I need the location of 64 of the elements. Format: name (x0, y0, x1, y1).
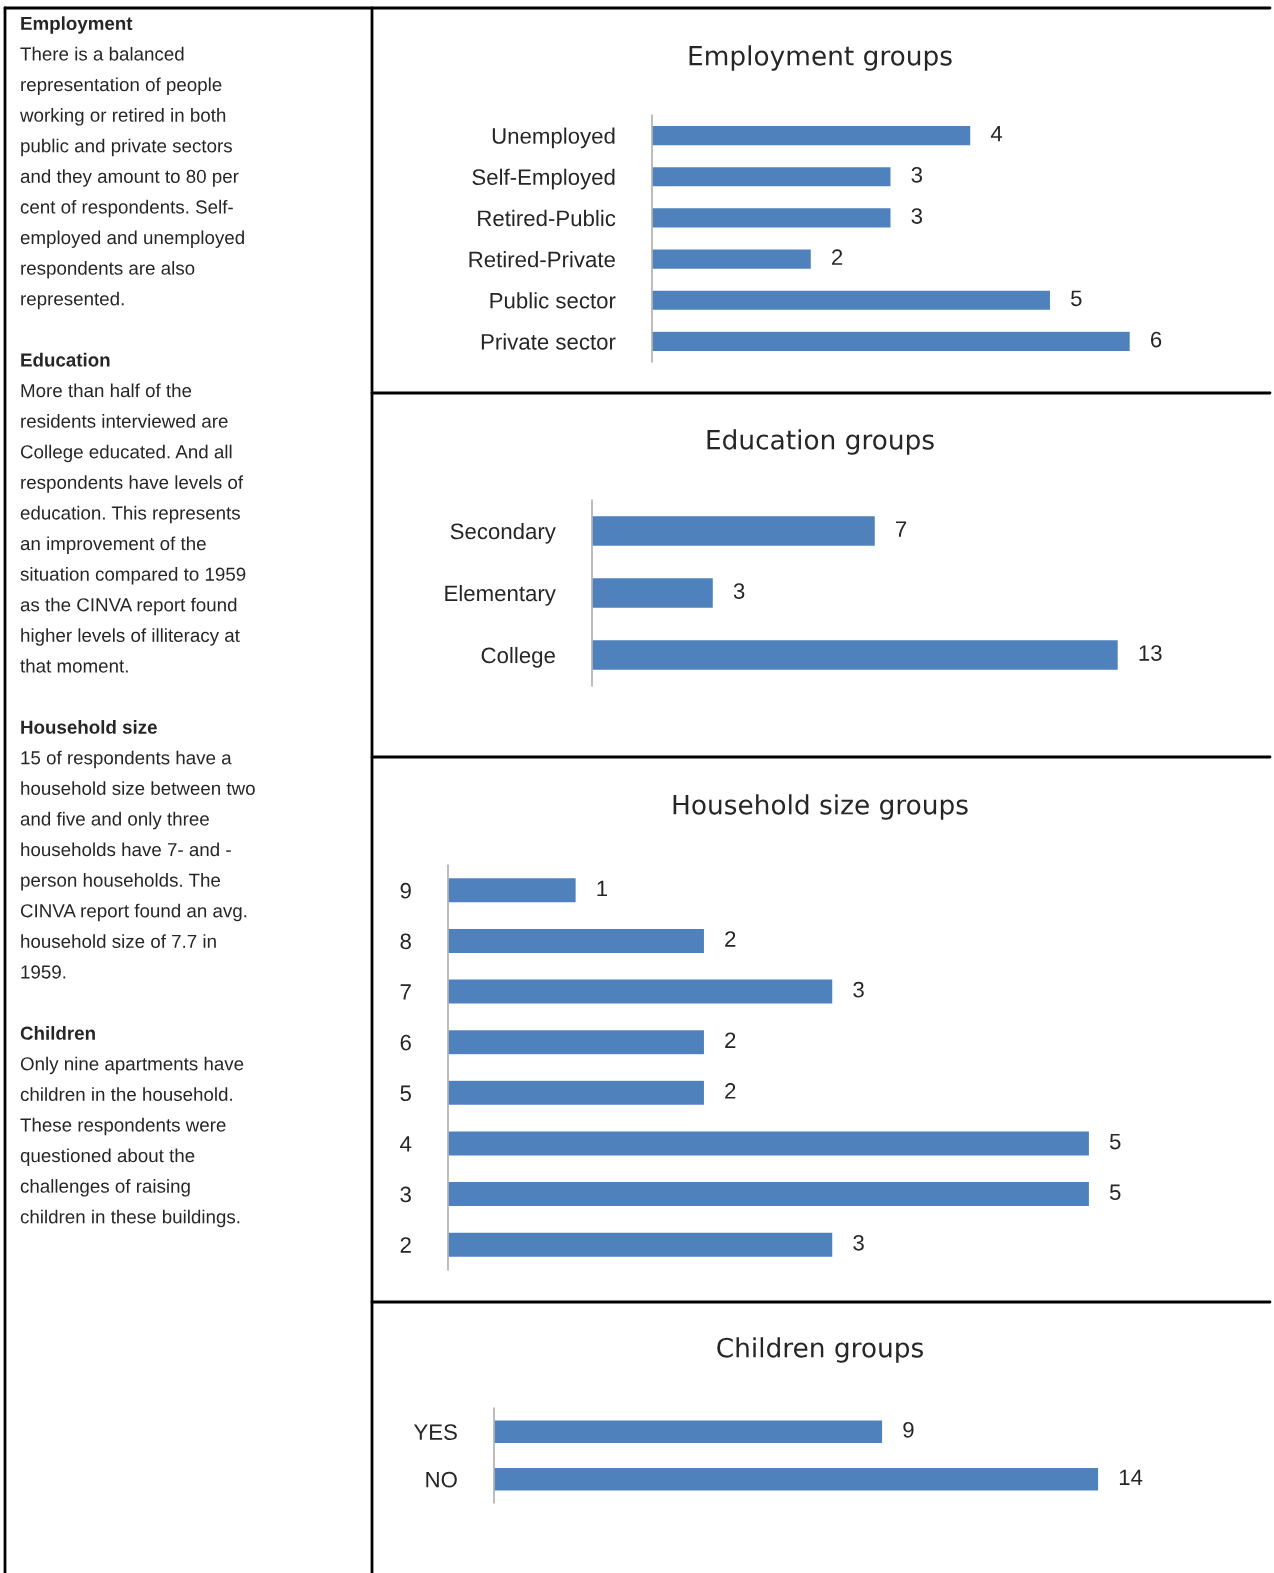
bar (448, 1079, 706, 1107)
data-label: 4 (990, 126, 1003, 142)
data-label: 2 (725, 1083, 736, 1099)
data-label: 14 (1119, 1469, 1143, 1485)
y-tick-label: College (481, 646, 555, 668)
bar (448, 1180, 1091, 1208)
data-label: 3 (853, 1234, 864, 1251)
data-label: 3 (911, 166, 923, 183)
data-label: 2 (725, 1032, 736, 1048)
y-tick-label: 8 (400, 933, 411, 950)
chart-title: Children groups (717, 1337, 923, 1363)
text: Children (20, 1026, 95, 1040)
y-tick-label: 6 (400, 1034, 411, 1051)
text: There is a balanced representation of people working or retired in both public and private sectors and they amount to 80 per cent of respondents. Self- employed and unemployed respondents are also represented. (19, 46, 244, 310)
bar (652, 289, 1052, 312)
data-label: 3 (733, 583, 745, 599)
bar (448, 1130, 1091, 1157)
bar (448, 978, 834, 1005)
data-label: 5 (1109, 1184, 1121, 1201)
y-tick-label: 3 (400, 1186, 411, 1203)
data-label: 6 (1150, 331, 1162, 348)
bar (652, 330, 1132, 353)
text: Employment (21, 16, 133, 34)
text: Household size (21, 720, 157, 734)
bar (448, 927, 706, 955)
data-label: 2 (832, 249, 843, 265)
y-tick-label: Elementary (445, 584, 556, 606)
bar (652, 206, 892, 229)
y-tick-label: YES (413, 1424, 457, 1441)
y-tick-label: Self-Employed (472, 168, 615, 190)
y-tick-label: 2 (400, 1237, 411, 1253)
chart-title: Employment groups (689, 45, 952, 71)
y-tick-label: 9 (400, 882, 411, 899)
y-tick-label: Unemployed (492, 127, 615, 149)
y-tick-label: Retired-Public (478, 209, 616, 227)
data-label: 2 (725, 931, 736, 947)
y-tick-label: Private sector (481, 333, 616, 350)
chart-title: Education groups (707, 429, 934, 455)
text: 15 of respondents have a household size between two and five and only three households have 7- and - person households. The CINVA report found an avg. household size of 7.7 in 1959. (20, 750, 255, 979)
data-label: 7 (896, 521, 907, 537)
y-tick-label: 4 (400, 1136, 412, 1152)
bar (448, 1231, 834, 1259)
bar (652, 165, 892, 188)
bar (448, 876, 578, 904)
y-tick-label: Retired-Private (469, 251, 615, 268)
y-tick-label: Public sector (490, 292, 616, 309)
text: Education (21, 352, 110, 367)
y-tick-label: NO (426, 1471, 457, 1488)
y-tick-label: 7 (400, 984, 411, 1000)
data-label: 13 (1139, 645, 1162, 661)
chart-title: Household size groups (673, 794, 968, 820)
data-label: 3 (911, 208, 923, 224)
data-label: 5 (1109, 1133, 1121, 1150)
text: Only nine apartments have children in the household. These respondents were questioned about the challenges of raising children in these buildings. (20, 1056, 244, 1228)
y-tick-label: 5 (400, 1085, 411, 1102)
data-label: 5 (1071, 290, 1082, 307)
bar (652, 248, 813, 271)
data-label: 9 (903, 1421, 914, 1438)
bar (652, 124, 972, 147)
text: More than half of the residents interviewed are College educated. And all respondents have levels of education. This represents an improvement of the situation compared to 1959 as the CINVA report found higher levels of illiteracy at that moment. (20, 383, 246, 673)
y-tick-label: Secondary (450, 522, 556, 544)
data-label: 1 (597, 880, 608, 897)
data-label: 3 (853, 981, 864, 998)
bar (448, 1028, 706, 1056)
